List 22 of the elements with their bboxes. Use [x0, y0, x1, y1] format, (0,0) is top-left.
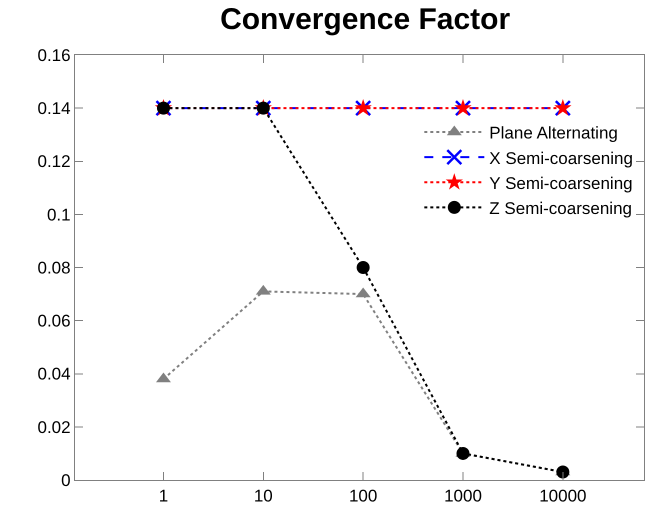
point [556, 466, 570, 479]
y-tick-label: 0.1 [46, 205, 71, 224]
y-tick-label: 0.12 [38, 152, 71, 172]
legend-label: X Semi-coarsening [489, 148, 633, 168]
x-tick-label: 100 [348, 486, 378, 506]
chart-title: Convergence Factor [220, 2, 510, 36]
legend-label: Z Semi-coarsening [489, 198, 632, 218]
y-tick-label: 0.14 [38, 99, 71, 118]
point [456, 446, 470, 460]
legend-label: Y Semi-coarsening [489, 174, 633, 193]
x-tick-label: 1000 [444, 486, 482, 506]
y-tick-label: 0.02 [38, 418, 71, 437]
y-tick-label: 0.08 [38, 258, 71, 278]
x-tick-label: 10000 [539, 486, 586, 506]
x-tick-label: 10 [254, 486, 273, 506]
y-tick-label: 0 [61, 470, 71, 490]
legend-label: Plane Alternating [489, 124, 618, 143]
y-tick-label: 0.04 [38, 364, 71, 384]
y-tick-label: 0.16 [38, 46, 71, 65]
y-tick-label: 0.06 [38, 312, 71, 331]
x-tick-label: 1 [158, 486, 168, 506]
point [356, 261, 370, 274]
